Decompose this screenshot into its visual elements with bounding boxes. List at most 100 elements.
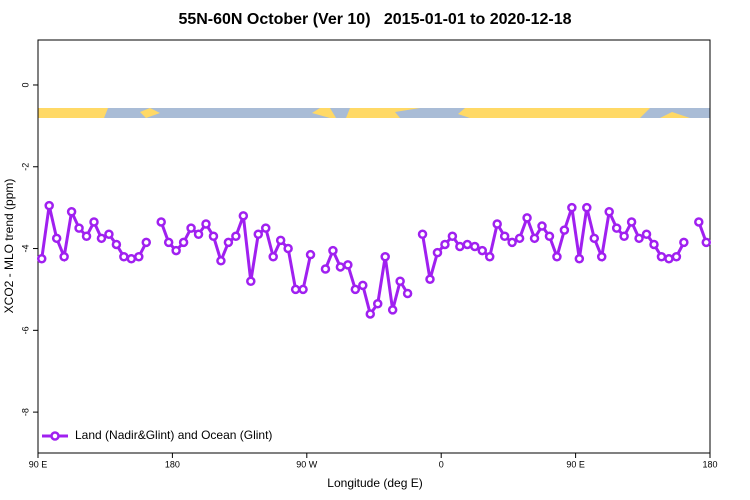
data-point bbox=[59, 251, 69, 262]
data-point bbox=[440, 239, 450, 250]
data-point bbox=[611, 223, 622, 233]
data-point bbox=[387, 305, 398, 315]
x-tick-label: 180 bbox=[702, 459, 717, 469]
data-point bbox=[223, 237, 234, 248]
data-point bbox=[163, 237, 174, 248]
data-point bbox=[89, 217, 99, 227]
data-point bbox=[178, 237, 189, 248]
data-point bbox=[343, 260, 353, 270]
data-point bbox=[372, 298, 383, 309]
x-tick-label: 90 E bbox=[566, 459, 585, 469]
data-point bbox=[589, 233, 600, 244]
data-point bbox=[455, 241, 465, 252]
data-point bbox=[537, 221, 547, 231]
x-tick-label: 90 W bbox=[296, 459, 318, 469]
data-point bbox=[350, 284, 361, 295]
data-point bbox=[51, 233, 62, 244]
series-line bbox=[324, 246, 409, 318]
data-point bbox=[574, 254, 585, 264]
data-point bbox=[305, 249, 316, 260]
data-point bbox=[380, 251, 390, 262]
data-point bbox=[186, 223, 196, 233]
data-point bbox=[193, 229, 204, 239]
data-point bbox=[514, 233, 525, 244]
data-point bbox=[208, 231, 219, 242]
data-point bbox=[320, 264, 331, 274]
data-point bbox=[552, 251, 562, 262]
legend-label: Land (Nadir&Glint) and Ocean (Glint) bbox=[75, 428, 272, 442]
data-point bbox=[626, 217, 637, 227]
data-point bbox=[402, 288, 413, 299]
ocean-patch bbox=[640, 108, 710, 118]
data-point bbox=[544, 231, 555, 242]
data-point bbox=[432, 247, 443, 258]
data-point bbox=[492, 219, 502, 229]
data-point bbox=[477, 245, 488, 256]
data-point bbox=[268, 251, 278, 262]
chart-title: 55N-60N October (Ver 10) 2015-01-01 to 2… bbox=[178, 11, 571, 28]
data-point bbox=[671, 251, 682, 262]
data-point bbox=[111, 239, 122, 250]
plot-frame bbox=[37, 39, 711, 454]
y-tick-label: -4 bbox=[20, 245, 30, 253]
data-point bbox=[694, 217, 704, 227]
data-point bbox=[425, 274, 435, 284]
y-tick-label: -8 bbox=[20, 408, 30, 416]
data-point bbox=[559, 225, 570, 235]
data-point bbox=[253, 229, 264, 239]
data-point bbox=[365, 309, 376, 319]
data-point bbox=[335, 262, 346, 272]
data-point bbox=[649, 239, 659, 250]
map-band bbox=[38, 108, 710, 118]
data-point bbox=[679, 237, 689, 248]
ocean-patch bbox=[330, 108, 350, 118]
data-point bbox=[358, 280, 368, 291]
data-point bbox=[36, 254, 47, 264]
data-point bbox=[604, 206, 614, 217]
y-tick-label: -2 bbox=[20, 163, 30, 171]
legend-marker bbox=[50, 431, 60, 441]
data-point bbox=[119, 251, 129, 262]
data-point bbox=[290, 284, 301, 295]
data-point bbox=[104, 229, 114, 239]
data-point bbox=[522, 213, 532, 223]
ocean-patch bbox=[146, 108, 330, 118]
data-point bbox=[701, 237, 712, 248]
x-axis-label: Longitude (deg E) bbox=[327, 476, 422, 490]
ocean-patch bbox=[104, 108, 150, 118]
data-point bbox=[328, 245, 338, 256]
x-tick-label: 180 bbox=[165, 459, 180, 469]
data-point bbox=[529, 233, 540, 244]
data-point bbox=[499, 231, 510, 242]
data-point bbox=[656, 251, 667, 262]
data-point bbox=[171, 245, 181, 256]
data-point bbox=[596, 251, 607, 262]
x-tick-label: 90 E bbox=[29, 459, 48, 469]
data-point bbox=[641, 229, 652, 239]
data-point bbox=[96, 233, 107, 244]
y-axis-label: XCO2 - MLO trend (ppm) bbox=[2, 179, 16, 314]
data-point bbox=[395, 276, 405, 287]
data-point bbox=[126, 254, 137, 264]
y-tick-label: -6 bbox=[20, 326, 30, 334]
data-point bbox=[567, 202, 577, 213]
data-point bbox=[283, 243, 293, 254]
data-point bbox=[156, 217, 166, 227]
data-point bbox=[246, 276, 256, 287]
data-point bbox=[275, 235, 286, 246]
data-point bbox=[470, 241, 480, 252]
data-point bbox=[231, 231, 241, 242]
x-tick-label: 0 bbox=[439, 459, 444, 469]
series-line bbox=[40, 205, 148, 263]
data-point bbox=[134, 251, 144, 262]
ocean-patch bbox=[395, 108, 470, 118]
data-point bbox=[238, 211, 249, 221]
data-point bbox=[201, 219, 211, 229]
data-point bbox=[216, 256, 226, 266]
data-point bbox=[298, 284, 308, 295]
data-point bbox=[74, 223, 84, 233]
data-point bbox=[619, 231, 629, 242]
data-point bbox=[664, 254, 674, 264]
data-point bbox=[66, 206, 77, 217]
